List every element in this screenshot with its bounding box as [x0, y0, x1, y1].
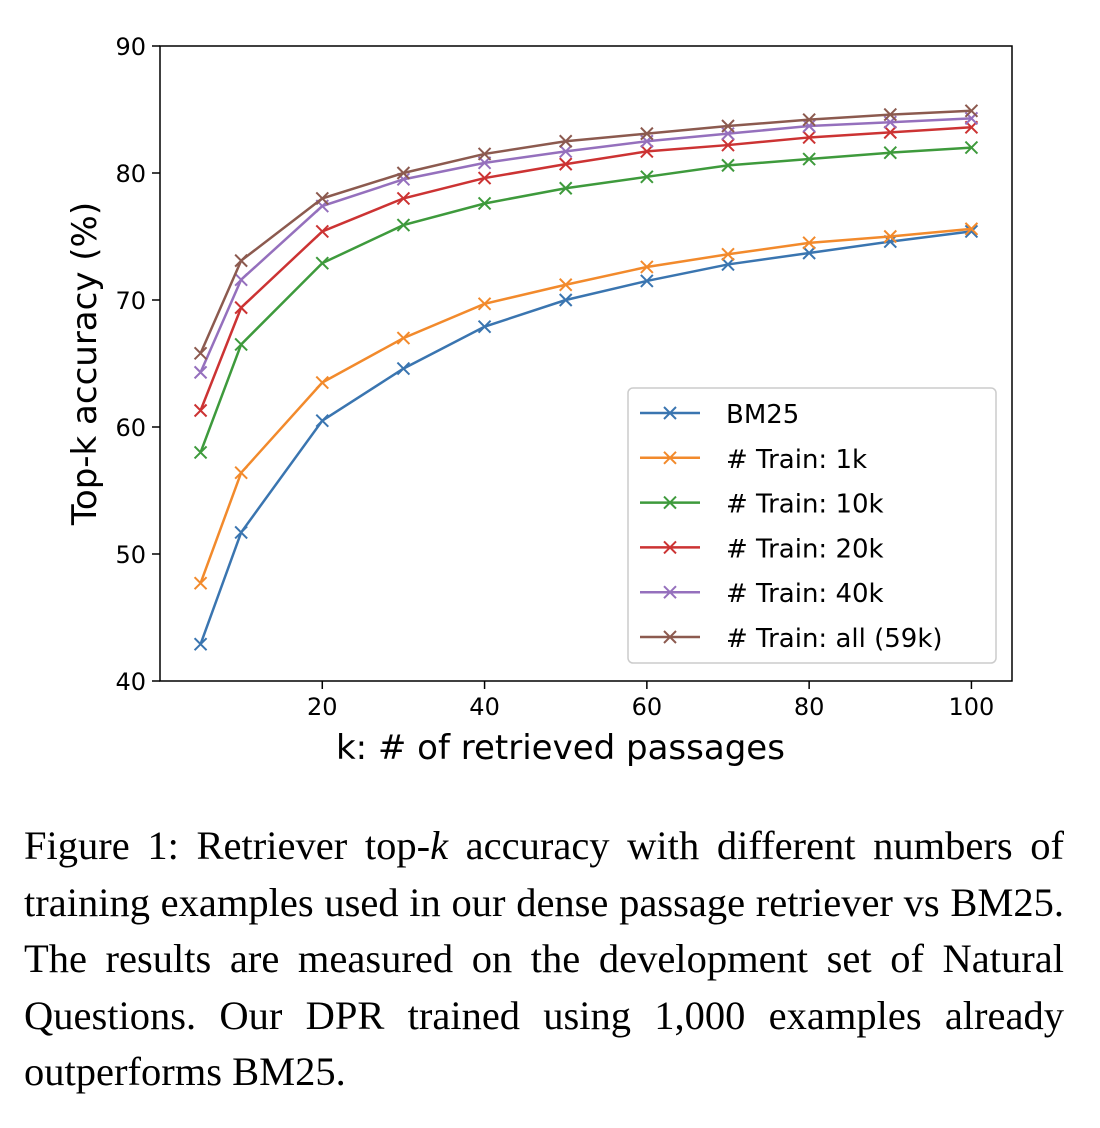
- y-tick-label: 50: [115, 541, 146, 569]
- data-point: [640, 144, 654, 159]
- data-point: [193, 576, 208, 590]
- data-point: [234, 300, 248, 315]
- data-point: [640, 126, 654, 141]
- data-point: [802, 246, 816, 260]
- caption-italic-k: k: [430, 823, 449, 868]
- legend-label-0: BM25: [726, 400, 799, 430]
- data-point: [234, 253, 248, 268]
- series-line-5: [199, 109, 972, 354]
- data-point: [640, 274, 654, 288]
- x-tick-label: 20: [307, 693, 338, 721]
- data-point: [477, 171, 492, 185]
- data-point: [721, 138, 735, 152]
- data-point: [721, 158, 735, 173]
- caption-text-rest: accuracy with different numbers of train…: [24, 823, 1064, 1094]
- legend-label-3: # Train: 20k: [726, 534, 884, 564]
- data-point: [883, 107, 897, 122]
- data-point: [193, 637, 208, 651]
- data-point: [802, 152, 816, 166]
- legend-marker: [663, 495, 677, 510]
- legend-label-1: # Train: 1k: [726, 445, 867, 475]
- data-point: [721, 247, 735, 261]
- legend-marker: [663, 406, 677, 420]
- caption-text: Figure 1: Retriever top-: [24, 823, 431, 868]
- x-axis-label: k: # of retrieved passages: [336, 728, 785, 768]
- figure-caption: Figure 1: Retriever top-k accuracy with …: [24, 818, 1064, 1101]
- data-point: [477, 297, 492, 311]
- data-point: [802, 112, 816, 127]
- data-point: [315, 224, 329, 239]
- data-point: [964, 224, 979, 239]
- legend-label-2: # Train: 10k: [726, 490, 884, 520]
- y-axis-label: Top-k accuracy (%): [65, 202, 105, 526]
- data-point: [234, 337, 248, 352]
- data-point: [964, 140, 979, 155]
- y-tick-label: 80: [115, 160, 146, 188]
- data-point: [396, 331, 411, 345]
- data-point: [396, 218, 411, 232]
- data-point: [559, 181, 573, 195]
- data-point: [721, 257, 735, 272]
- data-point: [477, 196, 492, 211]
- data-point: [964, 222, 979, 236]
- data-point: [315, 191, 329, 206]
- data-point: [193, 445, 208, 460]
- data-point: [234, 466, 248, 480]
- data-point: [234, 272, 248, 287]
- legend-marker: [663, 451, 677, 465]
- data-point: [193, 403, 208, 418]
- data-point: [559, 157, 573, 171]
- data-point: [315, 413, 329, 428]
- y-tick-label: 60: [115, 414, 146, 442]
- data-point: [234, 525, 248, 540]
- data-point: [477, 147, 492, 161]
- data-point: [315, 256, 329, 270]
- data-point: [559, 134, 573, 148]
- y-tick-label: 70: [115, 287, 146, 315]
- data-point: [802, 119, 816, 133]
- legend-marker: [663, 630, 677, 644]
- data-point: [640, 170, 654, 184]
- data-point: [721, 119, 735, 133]
- data-point: [559, 278, 573, 292]
- x-tick-label: 100: [949, 693, 995, 721]
- x-tick-label: 40: [469, 693, 500, 721]
- plot-frame: [159, 45, 1013, 682]
- data-point: [315, 375, 329, 390]
- data-point: [396, 166, 411, 180]
- data-point: [396, 361, 411, 376]
- data-point: [964, 104, 979, 118]
- legend-label-5: # Train: all (59k): [726, 624, 943, 654]
- data-point: [477, 319, 492, 334]
- data-point: [640, 260, 654, 274]
- data-point: [396, 191, 411, 206]
- legend-label-4: # Train: 40k: [726, 579, 884, 609]
- data-point: [559, 144, 573, 159]
- data-point: [883, 145, 897, 160]
- data-point: [802, 130, 816, 145]
- data-point: [802, 236, 816, 250]
- legend-marker: [663, 540, 677, 555]
- legend-marker: [663, 585, 677, 599]
- data-point: [193, 346, 208, 361]
- data-point: [559, 293, 573, 307]
- y-tick-label: 40: [115, 668, 146, 696]
- y-tick-label: 90: [115, 33, 146, 61]
- legend-box: [627, 387, 997, 664]
- x-tick-label: 80: [794, 693, 825, 721]
- line-chart: 20 40 60 80 100 40 50 60 70 80 90 k: # of retrieved…: [65, 33, 1013, 768]
- data-point: [883, 229, 897, 244]
- data-point: [193, 365, 208, 380]
- x-tick-label: 60: [632, 693, 663, 721]
- data-point: [883, 125, 897, 140]
